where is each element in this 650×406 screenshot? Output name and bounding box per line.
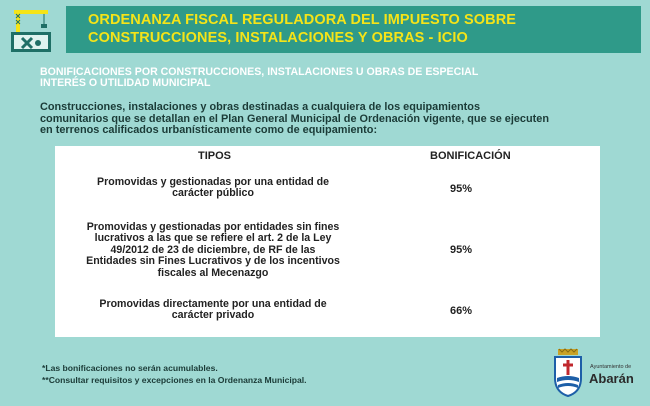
ayuntamiento-logo: Ayuntamiento de Abarán	[550, 348, 645, 400]
row-text-line: 49/2012 de 23 de diciembre, de RF de las	[110, 243, 316, 256]
header-banner: ORDENANZA FISCAL REGULADORA DEL IMPUESTO…	[66, 6, 641, 53]
table-row-tipo: Promovidas y gestionadas por entidades s…	[63, 221, 363, 279]
row-text-line: Promovidas y gestionadas por una entidad…	[97, 176, 329, 188]
row-text-line: lucrativos a las que se refiere el art. …	[94, 232, 332, 245]
table-row-bonificacion: 66%	[450, 305, 473, 317]
crane-tools-icon	[8, 6, 58, 56]
intro-line-1: Construcciones, instalaciones y obras de…	[40, 101, 480, 113]
table-row-tipo: Promovidas y gestionadas por una entidad…	[63, 176, 363, 200]
coat-of-arms-icon	[550, 348, 586, 398]
row-text-line: carácter privado	[171, 309, 255, 322]
page-title-line-1: ORDENANZA FISCAL REGULADORA DEL IMPUESTO…	[88, 12, 517, 28]
footnote-1: *Las bonificaciones no serán acumulables…	[42, 363, 218, 373]
section-title-line-1: BONIFICACIONES POR CONSTRUCCIONES, INSTA…	[40, 66, 479, 78]
bonificaciones-table: TIPOS BONIFICACIÓN Promovidas y gestiona…	[55, 146, 600, 337]
row-text-line: Promovidas directamente por una entidad …	[99, 298, 327, 310]
intro-line-3: en terrenos calificados urbanísticamente…	[40, 124, 378, 137]
column-header-tipos: TIPOS	[198, 150, 232, 162]
row-text-line: Entidades sin Fines Lucrativos y de los …	[86, 255, 340, 268]
table-row-tipo: Promovidas directamente por una entidad …	[63, 298, 363, 322]
intro-line-2: comunitarios que se detallan en el Plan …	[40, 112, 549, 125]
footnote-2: **Consultar requisitos y excepciones en …	[42, 375, 307, 385]
row-text-line: fiscales al Mecenazgo	[157, 266, 269, 279]
row-text-line: Promovidas y gestionadas por entidades s…	[86, 221, 340, 233]
intro-paragraph: Construcciones, instalaciones y obras de…	[40, 101, 616, 137]
column-header-bonificacion: BONIFICACIÓN	[430, 150, 511, 162]
page-title-line-2: CONSTRUCCIONES, INSTALACIONES Y OBRAS - …	[88, 30, 468, 46]
row-text-line: carácter público	[172, 187, 254, 200]
logo-small-text: Ayuntamiento de	[590, 364, 632, 370]
table-row-bonificacion: 95%	[450, 244, 473, 256]
logo-name: Abarán	[589, 371, 634, 386]
section-title-line-2: INTERÉS O UTILIDAD MUNICIPAL	[40, 77, 211, 89]
table-row-bonificacion: 95%	[450, 183, 473, 195]
section-title: BONIFICACIONES POR CONSTRUCCIONES, INSTA…	[40, 67, 612, 89]
